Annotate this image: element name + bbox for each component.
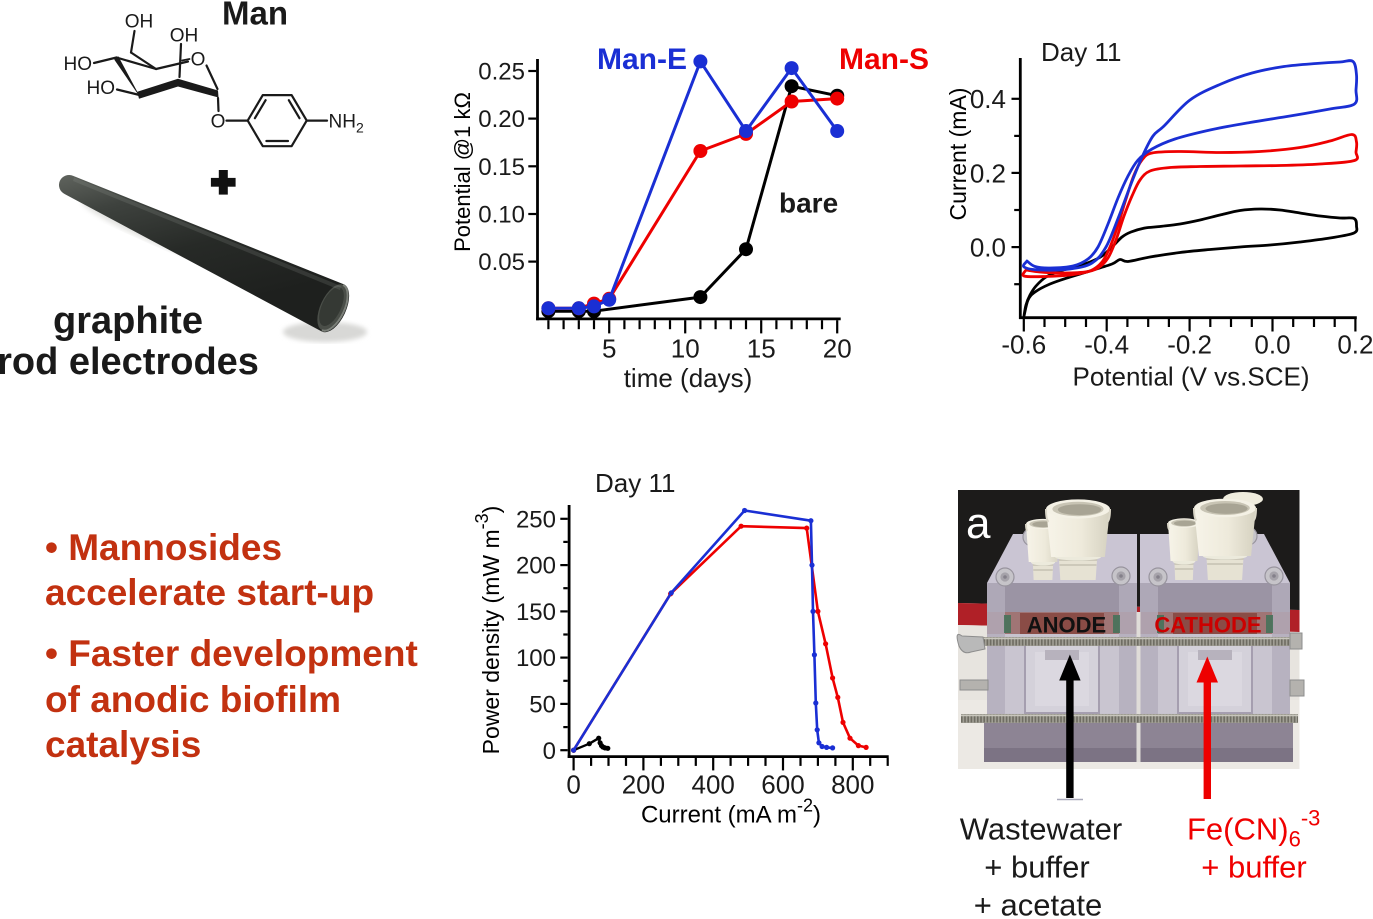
svg-text:-0.2: -0.2 bbox=[1167, 330, 1212, 360]
svg-text:• Mannosides: • Mannosides bbox=[45, 527, 282, 568]
svg-text:a: a bbox=[966, 499, 991, 548]
svg-text:Power density (mW m-3): Power density (mW m-3) bbox=[472, 506, 504, 755]
svg-text:0.10: 0.10 bbox=[478, 202, 525, 229]
svg-text:-0.6: -0.6 bbox=[1001, 330, 1046, 360]
svg-text:200: 200 bbox=[622, 770, 665, 800]
svg-text:Fe(CN)6-3: Fe(CN)6-3 bbox=[1187, 806, 1320, 852]
svg-text:10: 10 bbox=[671, 334, 700, 364]
svg-text:ANODE: ANODE bbox=[1027, 613, 1106, 638]
svg-text:rod electrodes: rod electrodes bbox=[0, 341, 259, 383]
svg-text:0.0: 0.0 bbox=[1254, 330, 1290, 360]
svg-text:HO: HO bbox=[87, 78, 116, 99]
svg-text:150: 150 bbox=[516, 599, 556, 626]
svg-text:250: 250 bbox=[516, 506, 556, 533]
svg-text:Potential (V vs.SCE): Potential (V vs.SCE) bbox=[1073, 362, 1310, 392]
svg-text:0.15: 0.15 bbox=[478, 154, 525, 181]
svg-text:0.25: 0.25 bbox=[478, 59, 525, 86]
svg-text:Man: Man bbox=[222, 0, 288, 32]
svg-text:bare: bare bbox=[779, 188, 838, 219]
svg-text:0.4: 0.4 bbox=[970, 84, 1006, 114]
svg-text:HO: HO bbox=[64, 54, 93, 75]
svg-text:15: 15 bbox=[747, 334, 776, 364]
svg-text:accelerate start-up: accelerate start-up bbox=[45, 572, 374, 613]
svg-text:Man-E: Man-E bbox=[597, 43, 687, 76]
svg-text:• Faster development: • Faster development bbox=[45, 633, 418, 674]
svg-text:Wastewater: Wastewater bbox=[960, 812, 1123, 847]
svg-text:200: 200 bbox=[516, 553, 556, 580]
svg-text:Man-S: Man-S bbox=[839, 43, 929, 76]
svg-text:OH: OH bbox=[170, 26, 199, 47]
svg-text:catalysis: catalysis bbox=[45, 724, 201, 765]
svg-text:20: 20 bbox=[823, 334, 852, 364]
svg-text:+ buffer: + buffer bbox=[1201, 850, 1306, 885]
svg-text:400: 400 bbox=[692, 770, 735, 800]
svg-text:-0.4: -0.4 bbox=[1084, 330, 1129, 360]
svg-text:600: 600 bbox=[761, 770, 804, 800]
svg-text:0: 0 bbox=[543, 738, 556, 765]
svg-text:100: 100 bbox=[516, 645, 556, 672]
svg-text:+ acetate: + acetate bbox=[974, 888, 1102, 919]
svg-text:50: 50 bbox=[529, 692, 556, 719]
svg-text:0.05: 0.05 bbox=[478, 249, 525, 276]
svg-text:OH: OH bbox=[125, 12, 154, 33]
svg-text:0.2: 0.2 bbox=[1337, 330, 1373, 360]
svg-text:0.20: 0.20 bbox=[478, 106, 525, 133]
svg-text:CATHODE: CATHODE bbox=[1154, 613, 1261, 638]
svg-text:O: O bbox=[211, 112, 226, 133]
svg-text:Day 11: Day 11 bbox=[1041, 37, 1121, 67]
svg-text:0: 0 bbox=[566, 770, 580, 800]
svg-text:5: 5 bbox=[602, 334, 616, 364]
svg-text:+ buffer: + buffer bbox=[984, 850, 1089, 885]
svg-text:Current (mA m-2): Current (mA m-2) bbox=[641, 796, 821, 829]
svg-text:O: O bbox=[191, 50, 206, 71]
svg-text:of anodic biofilm: of anodic biofilm bbox=[45, 679, 341, 720]
svg-text:time (days): time (days) bbox=[624, 363, 753, 393]
svg-text:0.0: 0.0 bbox=[970, 232, 1006, 262]
svg-text:Potential @1 kΩ: Potential @1 kΩ bbox=[450, 92, 475, 252]
svg-text:Day 11: Day 11 bbox=[595, 468, 675, 498]
svg-text:Current (mA): Current (mA) bbox=[945, 88, 971, 221]
svg-text:graphite: graphite bbox=[53, 300, 203, 342]
svg-text:800: 800 bbox=[831, 770, 874, 800]
svg-text:0.2: 0.2 bbox=[970, 158, 1006, 188]
